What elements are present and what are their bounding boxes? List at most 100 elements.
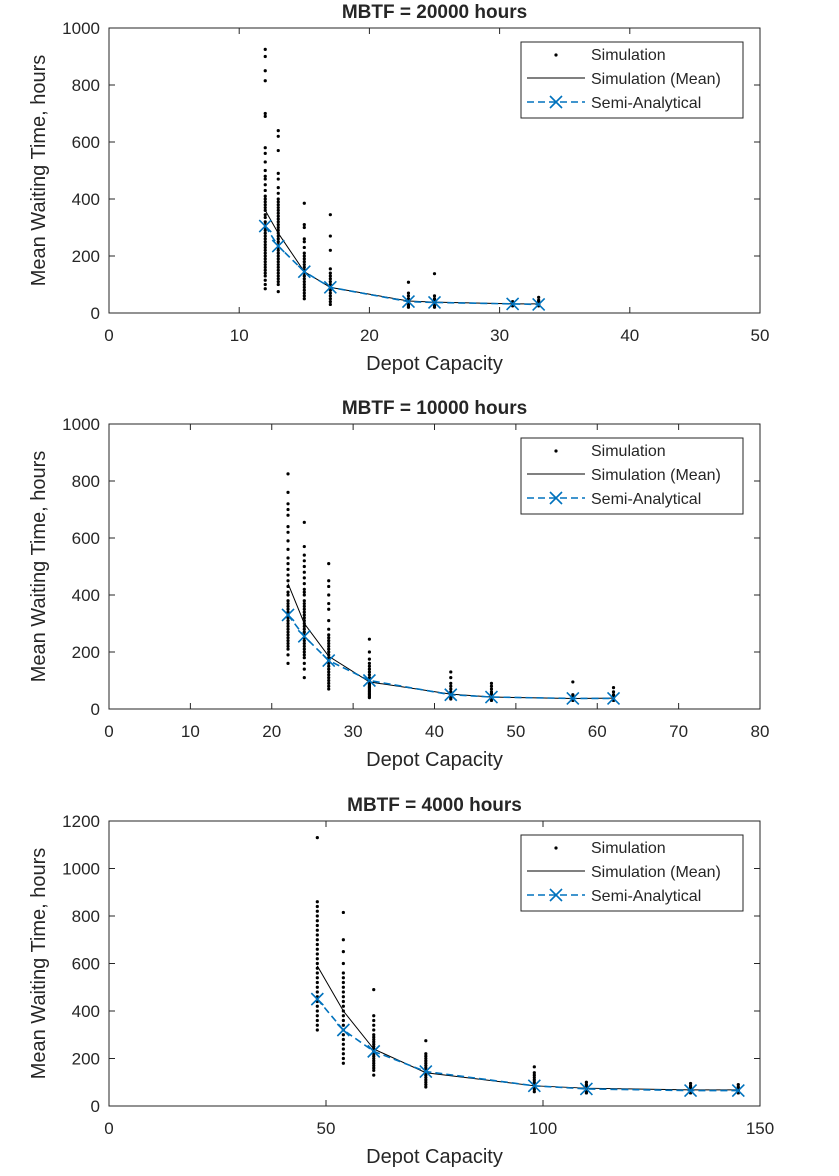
simulation-point <box>263 114 267 118</box>
simulation-point <box>263 248 267 252</box>
legend-semi-marker <box>549 888 563 902</box>
simulation-point <box>367 670 371 674</box>
simulation-point <box>341 1004 345 1008</box>
y-tick-label: 600 <box>72 955 100 974</box>
simulation-point <box>302 225 306 230</box>
simulation-point <box>286 539 290 543</box>
simulation-point <box>263 168 267 173</box>
legend-label: Simulation <box>591 443 666 460</box>
simulation-point <box>302 644 306 648</box>
semi-analytical-marker <box>527 1079 541 1093</box>
x-tick-label: 50 <box>317 1119 336 1138</box>
semi-analytical-marker <box>271 239 285 253</box>
simulation-point <box>341 990 345 994</box>
simulation-point <box>532 1075 536 1080</box>
simulation-point <box>449 676 453 680</box>
simulation-point <box>532 1073 536 1077</box>
simulation-point <box>286 607 290 611</box>
legend-label: Simulation (Mean) <box>591 864 721 881</box>
simulation-point <box>286 567 290 571</box>
simulation-point <box>341 1047 345 1051</box>
simulation-point <box>276 280 280 284</box>
simulation-point <box>432 305 437 309</box>
simulation-point <box>302 257 306 261</box>
simulation-point <box>372 1064 376 1068</box>
simulation-point <box>302 291 306 295</box>
simulation-point <box>489 687 494 691</box>
simulation-point <box>341 976 345 980</box>
simulation-point <box>367 664 371 668</box>
simulation-point <box>263 200 267 204</box>
simulation-point <box>315 909 319 913</box>
simulation-point <box>276 265 280 269</box>
simulation-point <box>302 223 306 227</box>
chart-title: MBTF = 10000 hours <box>342 398 527 419</box>
legend: Simulation Simulation (Mean) Semi-Analytic… <box>520 437 744 515</box>
simulation-point <box>263 231 267 235</box>
simulation-point <box>341 1056 345 1061</box>
simulation-point <box>276 214 280 218</box>
simulation-point <box>372 1066 376 1070</box>
simulation-point <box>315 942 319 947</box>
simulation-point <box>286 525 290 529</box>
simulation-point <box>286 490 290 494</box>
simulation-point <box>424 1073 428 1077</box>
simulation-point <box>286 472 290 476</box>
simulation-point <box>263 205 267 210</box>
simulation-point <box>367 676 371 680</box>
y-tick-label: 600 <box>72 133 100 152</box>
legend-box <box>520 437 744 515</box>
simulation-point <box>532 1090 536 1094</box>
simulation-point <box>327 676 331 680</box>
y-tick-label: 400 <box>72 586 100 605</box>
simulation-point <box>302 280 306 284</box>
simulation-point <box>328 297 332 301</box>
simulation-point <box>286 647 290 651</box>
simulation-point <box>341 1052 345 1056</box>
simulation-point <box>315 1014 319 1018</box>
legend-simulation-marker <box>554 53 558 57</box>
simulation-point <box>341 999 345 1004</box>
y-tick-label: 200 <box>72 247 100 266</box>
y-axis-label: Mean Waiting Time, hours <box>28 848 50 1080</box>
simulation-point <box>276 177 280 181</box>
simulation-point <box>611 686 616 690</box>
simulation-point <box>532 1087 536 1091</box>
simulation-point <box>286 507 290 512</box>
simulation-point <box>276 237 280 241</box>
simulation-point <box>327 678 331 683</box>
x-tick-label: 0 <box>104 722 113 741</box>
semi-analytical-marker <box>258 219 272 233</box>
simulation-point <box>327 684 331 688</box>
legend-semi-marker <box>549 95 563 109</box>
simulation-point <box>302 607 306 611</box>
simulation-point <box>302 627 306 631</box>
simulation-point <box>286 627 290 631</box>
simulation-point <box>286 661 290 666</box>
simulation-point <box>537 295 541 299</box>
simulation-point <box>315 985 319 989</box>
simulation-point <box>328 300 332 304</box>
simulation-point <box>424 1061 428 1065</box>
simulation-point <box>372 1059 376 1063</box>
simulation-point <box>286 636 290 640</box>
simulation-point <box>327 650 331 654</box>
simulation-point <box>315 976 319 980</box>
simulation-point <box>372 1054 376 1058</box>
semi-analytical-marker <box>401 295 416 309</box>
simulation-point <box>263 240 267 244</box>
y-tick-label: 0 <box>91 700 100 719</box>
semi-analytical-line <box>316 998 739 1092</box>
simulation-point <box>276 203 280 207</box>
simulation-point <box>302 639 306 643</box>
simulation-point <box>286 556 290 560</box>
semi-analytical-marker <box>427 295 442 310</box>
simulation-point <box>327 607 331 611</box>
y-tick-label: 1200 <box>62 812 100 831</box>
simulation-point <box>302 520 306 524</box>
x-tick-label: 40 <box>620 326 639 345</box>
simulation-point <box>263 278 267 282</box>
simulation-point <box>372 1033 376 1037</box>
simulation-point <box>276 223 280 227</box>
simulation-point <box>367 637 371 641</box>
